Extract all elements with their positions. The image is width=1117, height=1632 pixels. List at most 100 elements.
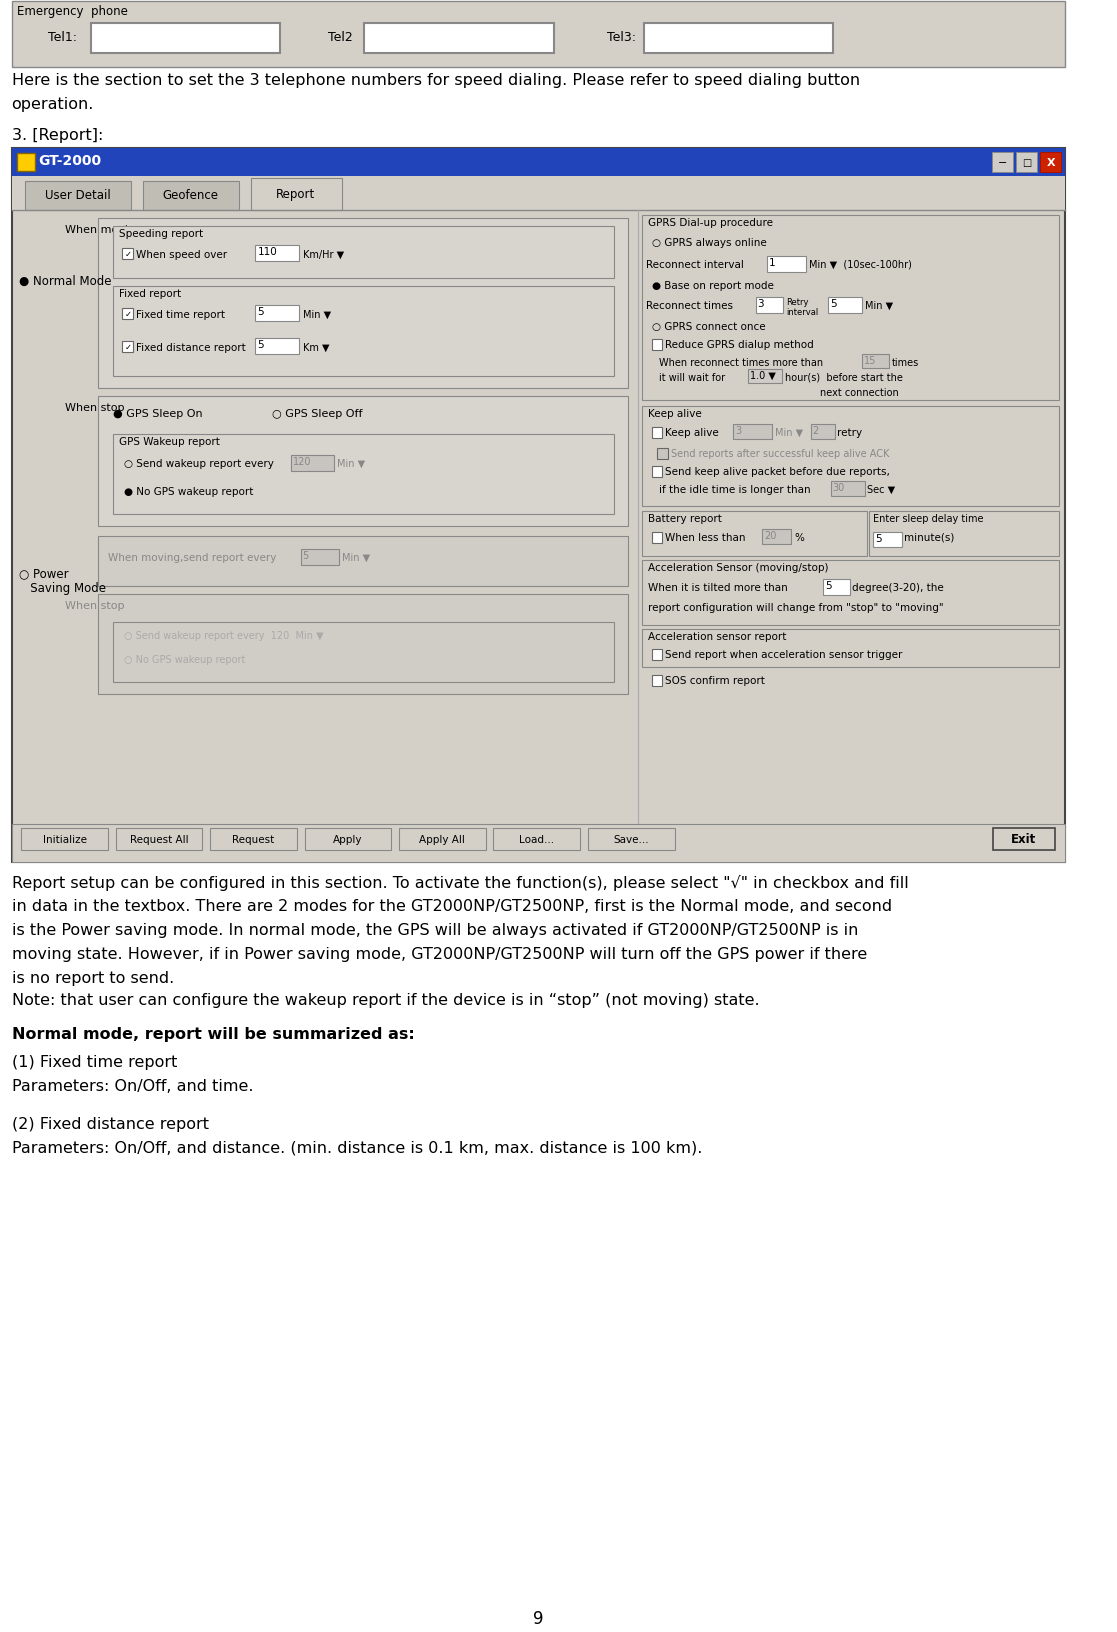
Bar <box>873 532 903 548</box>
Text: 5: 5 <box>303 550 309 560</box>
Bar <box>98 219 629 388</box>
Text: ✓: ✓ <box>124 343 132 353</box>
Text: Report setup can be configured in this section. To activate the function(s), ple: Report setup can be configured in this s… <box>11 875 908 891</box>
Text: (2) Fixed distance report: (2) Fixed distance report <box>11 1116 209 1131</box>
Bar <box>98 594 629 695</box>
Text: Keep alive: Keep alive <box>665 428 719 437</box>
Text: 3. [Report]:: 3. [Report]: <box>11 127 103 144</box>
Text: if the idle time is longer than: if the idle time is longer than <box>659 485 811 494</box>
Text: minute(s): minute(s) <box>904 532 954 542</box>
Text: report configuration will change from "stop" to "moving": report configuration will change from "s… <box>648 602 944 612</box>
Text: next connection: next connection <box>820 388 899 398</box>
Bar <box>748 370 782 384</box>
Bar <box>642 406 1059 506</box>
Bar <box>642 560 1059 625</box>
Text: hour(s)  before start the: hour(s) before start the <box>784 372 903 382</box>
Text: 110: 110 <box>257 246 277 256</box>
Text: Send report when acceleration sensor trigger: Send report when acceleration sensor tri… <box>665 650 903 659</box>
Text: ✓: ✓ <box>124 310 132 318</box>
Bar <box>588 829 675 850</box>
Bar <box>292 455 334 472</box>
Bar <box>113 622 614 682</box>
Bar <box>763 529 791 545</box>
Text: ○ GPRS connect once: ○ GPRS connect once <box>651 322 765 331</box>
Text: Min ▼: Min ▼ <box>865 300 892 310</box>
Text: Min ▼  (10sec-100hr): Min ▼ (10sec-100hr) <box>809 259 911 269</box>
Bar <box>643 24 833 54</box>
Text: Min ▼: Min ▼ <box>337 459 365 468</box>
Text: Min ▼: Min ▼ <box>303 310 331 320</box>
Text: When moving,send report every: When moving,send report every <box>108 553 276 563</box>
Text: 3: 3 <box>757 299 764 308</box>
Text: When stop: When stop <box>65 601 124 610</box>
Text: 5: 5 <box>830 299 837 308</box>
Text: Speeding report: Speeding report <box>118 228 202 238</box>
Text: When stop: When stop <box>65 403 124 413</box>
Text: 5: 5 <box>257 307 264 317</box>
Text: Exit: Exit <box>1011 832 1037 845</box>
Bar <box>651 339 662 351</box>
Text: Emergency  phone: Emergency phone <box>18 5 128 18</box>
Bar <box>305 829 391 850</box>
Text: 1.0 ▼: 1.0 ▼ <box>750 370 775 380</box>
Text: ✓: ✓ <box>124 250 132 259</box>
Text: GT-2000: GT-2000 <box>39 153 102 168</box>
Text: 5: 5 <box>257 339 264 349</box>
Bar <box>734 424 772 439</box>
Bar <box>992 153 1013 173</box>
Bar <box>11 176 1065 211</box>
Bar <box>828 297 861 313</box>
Text: Save...: Save... <box>613 834 649 844</box>
Text: Normal mode, report will be summarized as:: Normal mode, report will be summarized a… <box>11 1027 414 1041</box>
Text: X: X <box>1047 158 1054 168</box>
Text: ● Normal Mode: ● Normal Mode <box>19 274 112 287</box>
Text: When less than: When less than <box>665 532 745 542</box>
Text: ○ Send wakeup report every  120  Min ▼: ○ Send wakeup report every 120 Min ▼ <box>124 630 324 640</box>
Bar <box>116 829 202 850</box>
Text: Enter sleep delay time: Enter sleep delay time <box>873 514 984 524</box>
Text: Km/Hr ▼: Km/Hr ▼ <box>303 250 344 259</box>
Text: Geofence: Geofence <box>163 189 219 202</box>
Bar <box>657 449 668 460</box>
Text: User Detail: User Detail <box>45 189 111 202</box>
Bar <box>98 537 629 586</box>
Text: Km ▼: Km ▼ <box>303 343 330 353</box>
Text: moving state. However, if in Power saving mode, GT2000NP/GT2500NP will turn off : moving state. However, if in Power savin… <box>11 947 867 961</box>
Text: GPRS Dial-up procedure: GPRS Dial-up procedure <box>648 217 773 228</box>
Bar <box>113 434 614 514</box>
Text: ● GPS Sleep On: ● GPS Sleep On <box>113 408 202 419</box>
Bar <box>21 829 108 850</box>
Bar <box>113 287 614 377</box>
Bar <box>123 341 133 353</box>
Text: in data in the textbox. There are 2 modes for the GT2000NP/GT2500NP, first is th: in data in the textbox. There are 2 mode… <box>11 898 891 914</box>
Text: Report: Report <box>276 188 315 201</box>
Text: □: □ <box>1022 158 1031 168</box>
Text: Reconnect times: Reconnect times <box>646 300 733 310</box>
Text: Apply: Apply <box>333 834 363 844</box>
Text: Min ▼: Min ▼ <box>342 553 371 563</box>
Text: When reconnect times more than: When reconnect times more than <box>659 357 823 367</box>
Bar <box>811 424 834 439</box>
Bar <box>831 481 865 496</box>
Bar <box>651 467 662 478</box>
Bar <box>11 149 1065 176</box>
Text: Min ▼: Min ▼ <box>775 428 803 437</box>
Text: When it is tilted more than: When it is tilted more than <box>648 583 787 592</box>
Bar <box>250 180 342 211</box>
Bar <box>90 24 280 54</box>
Text: Tel2: Tel2 <box>327 31 352 44</box>
Text: Keep alive: Keep alive <box>648 408 701 419</box>
Bar <box>364 24 554 54</box>
Bar <box>399 829 486 850</box>
Text: Request All: Request All <box>130 834 189 844</box>
Text: 2: 2 <box>812 426 819 436</box>
Text: −: − <box>997 158 1008 168</box>
Text: Tel3:: Tel3: <box>607 31 636 44</box>
Text: Parameters: On/Off, and time.: Parameters: On/Off, and time. <box>11 1079 254 1093</box>
Bar <box>651 428 662 439</box>
Text: Apply All: Apply All <box>420 834 466 844</box>
Text: Send keep alive packet before due reports,: Send keep alive packet before due report… <box>665 467 890 477</box>
Text: When speed over: When speed over <box>136 250 227 259</box>
Text: SOS confirm report: SOS confirm report <box>665 676 765 685</box>
Text: retry: retry <box>837 428 861 437</box>
